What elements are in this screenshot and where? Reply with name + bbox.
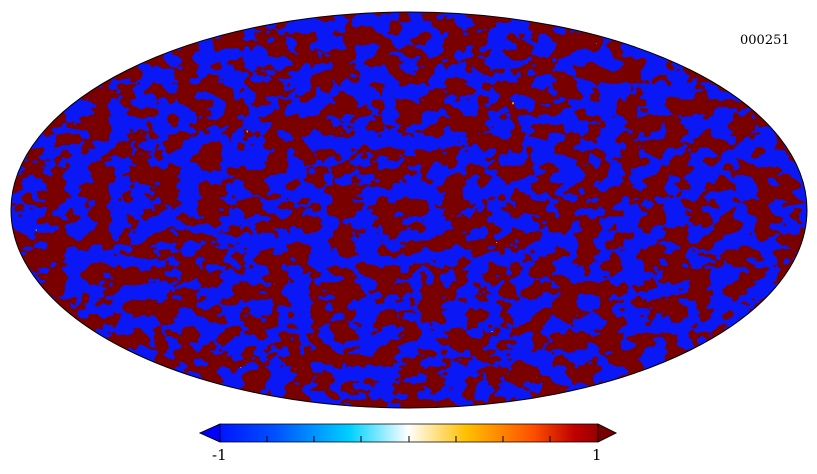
colorbar-left-arrow bbox=[199, 423, 221, 443]
map-id-label: 000251 bbox=[740, 33, 790, 48]
colorbar bbox=[199, 423, 617, 443]
colorbar-bar bbox=[199, 423, 617, 443]
mollweide-map bbox=[11, 12, 807, 408]
colorbar-max-label: 1 bbox=[592, 446, 602, 464]
colorbar-min-label: -1 bbox=[212, 446, 227, 464]
map-outline bbox=[10, 11, 808, 409]
colorbar-right-arrow bbox=[597, 423, 617, 443]
colorbar-ticks bbox=[219, 436, 599, 442]
map-orange-speckles bbox=[11, 12, 807, 408]
